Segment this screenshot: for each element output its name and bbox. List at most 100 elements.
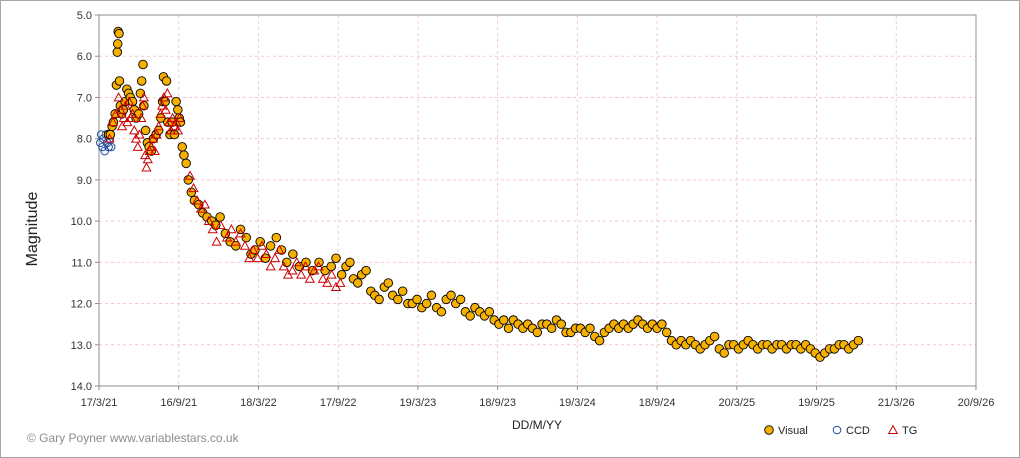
y-axis-ticks: 5.0 6.0 7.0 8.0 9.0 10.0 11.0 12.0 13.0 14.0 [71,10,99,393]
visual-point [719,348,729,358]
tg-point [153,120,164,131]
visual-point [556,319,566,329]
visual-point [331,253,341,263]
tg-point [265,261,276,271]
y-tick-label: 13.0 [71,340,92,352]
y-axis-title: Magnitude [24,192,41,267]
tg-point [188,182,199,193]
tg-point [269,252,281,263]
tg-point [162,87,173,98]
visual-point [161,76,172,86]
visual-point [585,323,595,334]
x-tick-label: 21/3/26 [878,397,915,409]
tg-point [211,236,222,246]
visual-point [397,286,408,296]
visual-point [594,335,605,346]
visual-point [112,39,123,49]
visual-point [138,59,148,70]
visual-point [345,257,355,268]
tg-point [244,252,255,263]
visual-point [498,315,509,325]
tg-point [142,153,153,164]
tg-point [149,145,160,155]
tg-point [239,240,251,250]
x-tick-label: 18/3/22 [240,397,277,409]
visual-point [709,331,720,342]
y-tick-label: 14.0 [71,381,92,393]
legend-label-ccd: CCD [846,425,870,437]
visual-point [171,96,181,107]
tg-point [248,244,259,254]
visual-point [265,241,276,251]
tg-point [252,252,263,263]
tg-point [300,261,311,271]
x-tick-label: 20/3/25 [718,397,755,409]
tg-point [123,96,135,106]
tg-point [174,112,185,122]
visual-point [186,187,197,198]
x-tick-label: 17/3/21 [81,397,118,409]
tg-point [138,92,150,102]
tg-point [203,215,214,226]
visual-point [271,232,282,243]
legend: Visual CCD TG [764,424,917,437]
tg-point [172,125,184,135]
visual-point [361,265,371,276]
tg-point [317,273,329,283]
tg-point [137,100,148,110]
tg-point [304,273,316,283]
tg-point [129,125,140,135]
visual-point [260,253,271,263]
tg-point [141,162,152,172]
tg-point [278,261,289,271]
visual-point [215,212,225,222]
visual-point [173,105,183,115]
visual-point [426,290,437,301]
visual-point [383,278,394,288]
legend-marker-tg [887,424,899,434]
visual-point [140,125,151,136]
visual-point [288,249,298,259]
x-tick-label: 18/9/24 [639,397,676,409]
visual-point [484,307,495,317]
series-tg [104,87,346,292]
visual-point [114,28,124,39]
visual-point [436,307,447,317]
tg-point [256,240,268,250]
tg-point [184,170,196,180]
legend-marker-ccd [832,425,842,435]
tg-point [235,228,246,238]
y-tick-label: 5.0 [77,10,92,22]
tg-point [287,265,298,275]
tg-point [274,244,285,254]
ccd-point [106,142,116,152]
visual-point [177,142,187,152]
tg-point [199,199,211,209]
visual-point [336,269,347,280]
visual-point [156,113,166,123]
tg-point [313,261,324,271]
visual-point [326,261,336,272]
visual-point [114,76,125,86]
visual-point [353,278,363,288]
x-axis-title: DD/M/YY [512,418,562,432]
x-tick-label: 16/9/21 [160,397,197,409]
tg-point [127,108,138,118]
visual-point [183,175,194,185]
visual-point [393,294,403,305]
x-tick-label: 17/9/22 [320,397,357,409]
tg-point [132,141,143,151]
visual-point [657,319,667,329]
tg-point [215,219,226,230]
x-tick-label: 19/3/24 [559,397,596,409]
tg-point [221,232,233,242]
visual-point [169,129,180,140]
tg-point [146,141,157,151]
tg-point [207,224,218,234]
legend-label-tg: TG [902,425,917,437]
x-tick-label: 18/9/23 [479,397,516,409]
tg-point [107,116,119,127]
series-visual [103,26,864,362]
